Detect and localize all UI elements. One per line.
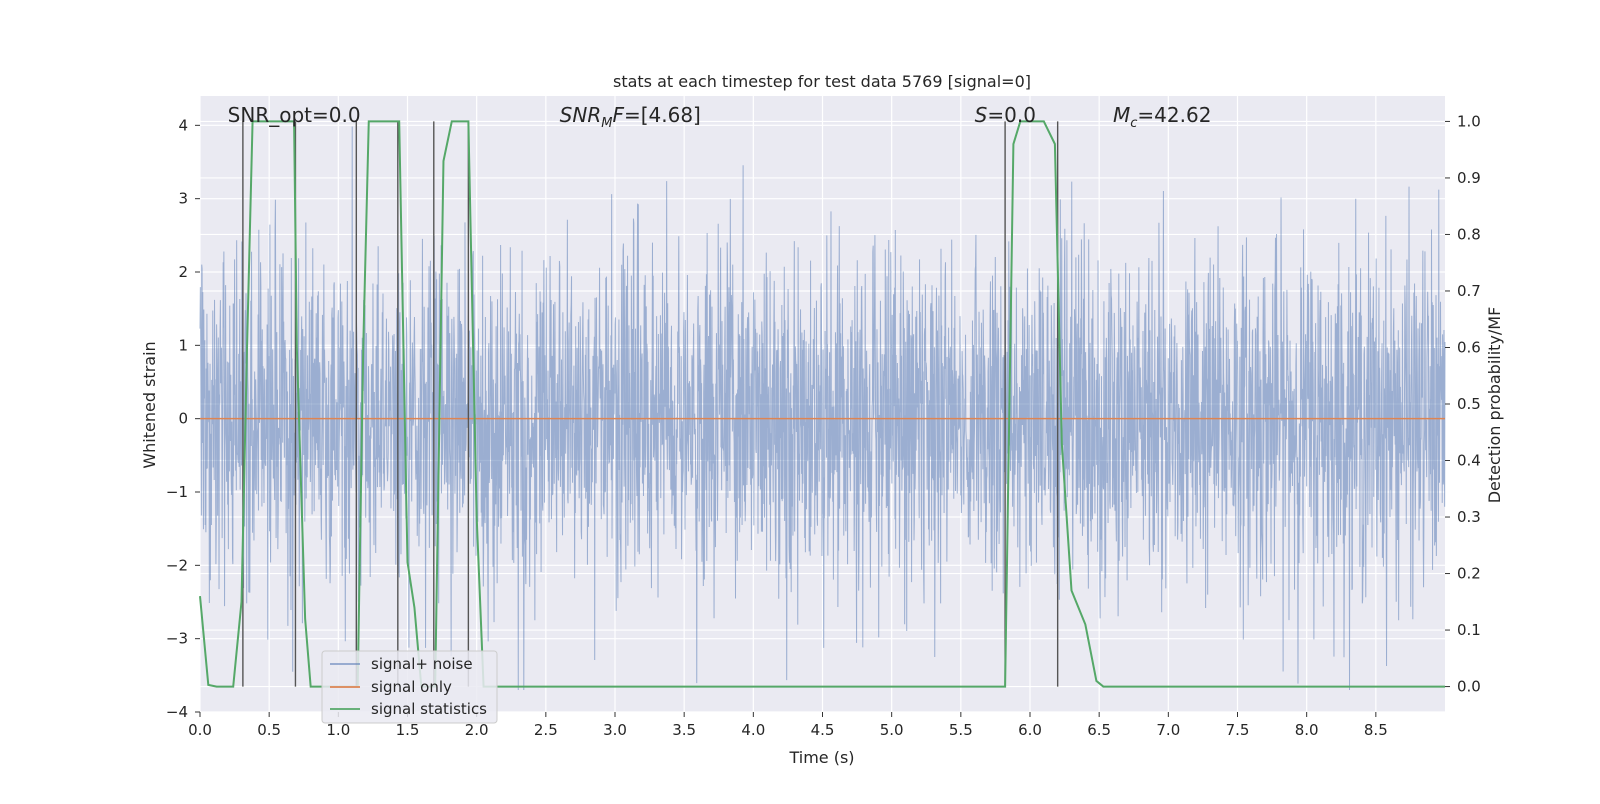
- legend-label-signal-noise: signal+ noise: [371, 655, 473, 673]
- y-tick-label: −2: [166, 556, 188, 574]
- y-tick-label: 3: [178, 190, 188, 208]
- y-tick-label: 0: [178, 410, 188, 428]
- y2-tick-label: 0.9: [1457, 169, 1481, 187]
- annotation-snr-mf: SNRMF=[4.68]: [560, 103, 701, 131]
- x-axis-label: Time (s): [788, 748, 854, 767]
- y2-tick-label: 0.3: [1457, 508, 1481, 526]
- y-tick-label: −1: [166, 483, 188, 501]
- legend: signal+ noise signal only signal statist…: [321, 650, 498, 724]
- annotation-s: S=0.0: [975, 103, 1036, 127]
- x-tick-label: 0.0: [188, 721, 212, 739]
- series-signal-noise: [199, 126, 1446, 691]
- x-tick-label: 8.5: [1364, 721, 1388, 739]
- x-tick-label: 0.5: [257, 721, 281, 739]
- y2-tick-label: 0.1: [1457, 621, 1481, 639]
- x-tick-label: 5.5: [949, 721, 973, 739]
- x-tick-label: 8.0: [1295, 721, 1319, 739]
- y2-tick-label: 0.5: [1457, 395, 1481, 413]
- x-tick-label: 4.0: [741, 721, 765, 739]
- y2-tick-label: 0.2: [1457, 565, 1481, 583]
- y-axis-label: Whitened strain: [140, 341, 159, 468]
- annotations: SNR_opt=0.0 SNRMF=[4.68] S=0.0 Mc=42.62: [228, 103, 1212, 131]
- y2-tick-label: 0.0: [1457, 678, 1481, 696]
- x-tick-label: 3.5: [672, 721, 696, 739]
- legend-box: [321, 650, 498, 724]
- axes: 0.0 0.5 1.0 1.5 2.0 2.5 3.0 3.5 4.0 4.5 5.0 5.5 6.0 6…: [166, 112, 1481, 739]
- y-tick-label: 1: [178, 336, 188, 354]
- annotation-mc: Mc=42.62: [1113, 103, 1211, 131]
- y-tick-label: −3: [166, 630, 188, 648]
- vertical-markers: [242, 121, 1059, 687]
- y2-axis-label: Detection probability/MF: [1485, 307, 1504, 504]
- legend-label-signal-only: signal only: [371, 678, 452, 696]
- y-tick-label: 2: [178, 263, 188, 281]
- x-tick-label: 3.0: [603, 721, 627, 739]
- x-tick-label: 7.0: [1156, 721, 1180, 739]
- legend-label-signal-statistics: signal statistics: [371, 700, 487, 718]
- y-tick-label: −4: [166, 703, 188, 721]
- y2-tick-label: 0.8: [1457, 225, 1481, 243]
- chart-title: stats at each timestep for test data 576…: [613, 72, 1031, 91]
- x-tick-label: 2.0: [465, 721, 489, 739]
- annotation-snr-opt: SNR_opt=0.0: [228, 103, 361, 127]
- y2-tick-label: 0.6: [1457, 338, 1481, 356]
- x-tick-label: 7.5: [1226, 721, 1250, 739]
- x-tick-label: 6.5: [1087, 721, 1111, 739]
- x-tick-label: 5.0: [880, 721, 904, 739]
- y2-tick-label: 0.4: [1457, 452, 1481, 470]
- y2-tick-label: 1.0: [1457, 112, 1481, 130]
- x-tick-label: 4.5: [811, 721, 835, 739]
- x-tick-label: 1.5: [396, 721, 420, 739]
- x-tick-label: 1.0: [326, 721, 350, 739]
- y-tick-label: 4: [178, 116, 188, 134]
- x-tick-label: 6.0: [1018, 721, 1042, 739]
- x-tick-label: 2.5: [534, 721, 558, 739]
- signal-noise-line: [199, 126, 1446, 691]
- y2-tick-label: 0.7: [1457, 282, 1481, 300]
